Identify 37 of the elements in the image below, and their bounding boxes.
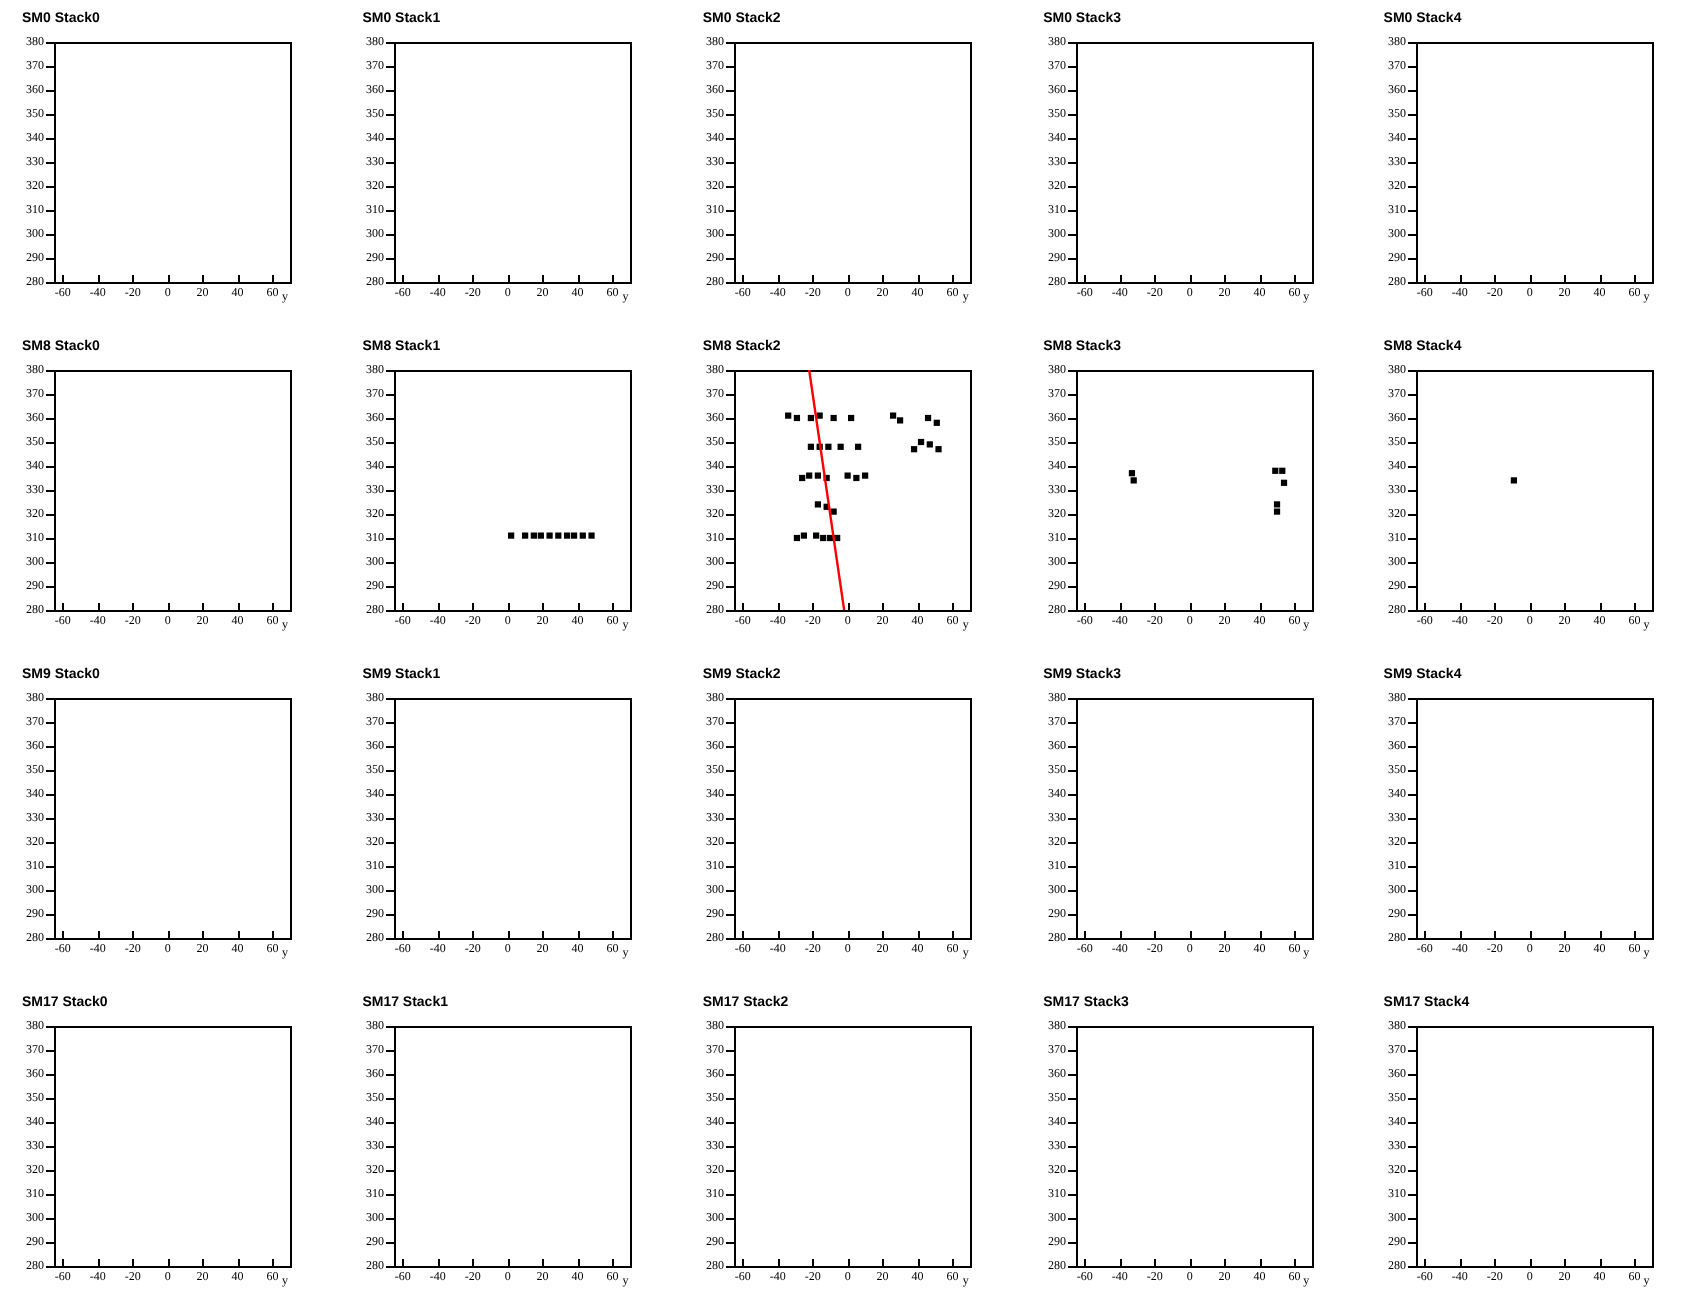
point: [813, 532, 821, 539]
point: [808, 414, 815, 422]
point: [1129, 477, 1136, 484]
point: [785, 412, 793, 419]
point: [848, 414, 856, 422]
point: [911, 446, 918, 453]
point: [826, 443, 833, 450]
point: [918, 438, 925, 446]
point: [799, 474, 807, 482]
point: [934, 419, 941, 426]
point: [1273, 501, 1280, 508]
point: [794, 414, 801, 422]
point: [801, 532, 808, 539]
point: [862, 472, 869, 479]
point: [815, 472, 822, 479]
point: [817, 412, 824, 419]
point: [854, 474, 861, 482]
point: [1271, 467, 1278, 474]
point: [1128, 470, 1135, 477]
point: [831, 508, 838, 515]
point: [845, 472, 852, 479]
point: [815, 501, 822, 508]
point: [855, 443, 863, 450]
point: [890, 412, 897, 419]
point: [936, 446, 943, 453]
point: [897, 417, 904, 424]
point: [1280, 479, 1287, 486]
point: [1273, 508, 1280, 515]
point: [1278, 467, 1285, 474]
point: [820, 534, 828, 542]
point: [794, 534, 801, 542]
point: [927, 441, 934, 448]
point: [808, 443, 815, 450]
point: [806, 472, 814, 479]
point: [838, 443, 845, 450]
point: [831, 414, 838, 422]
point: [925, 414, 932, 422]
